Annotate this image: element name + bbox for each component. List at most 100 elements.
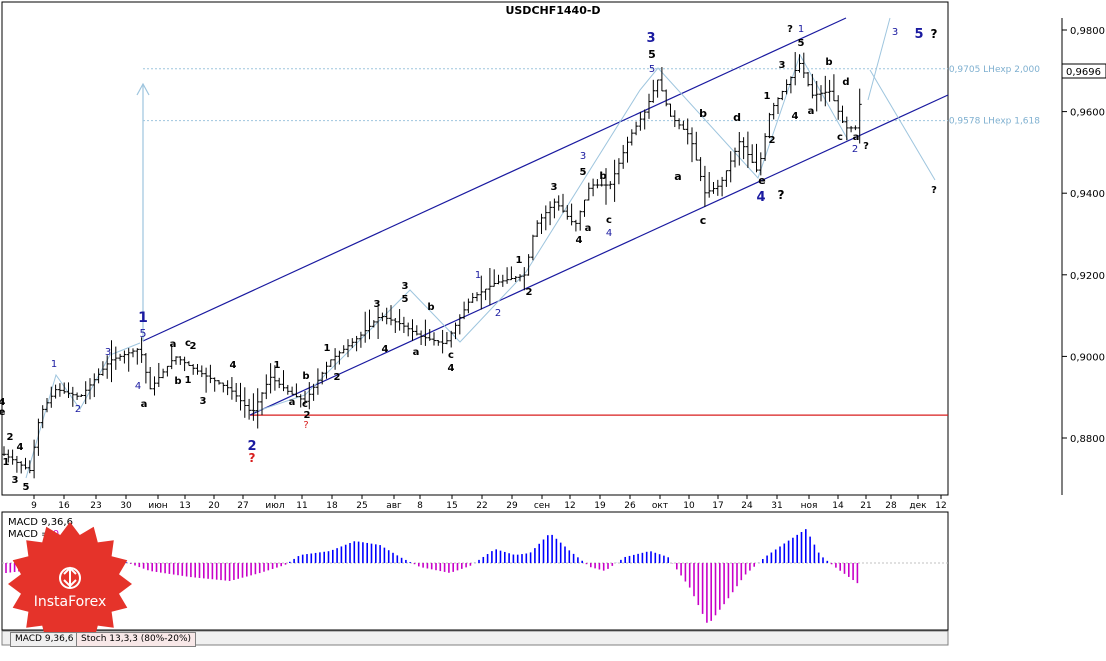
price-bar xyxy=(221,382,226,393)
wave-label-minor: 1 xyxy=(51,359,57,370)
wave-label-minor: a xyxy=(585,223,592,234)
price-axis: 0,9800 0,9600 0,9400 0,9200 0,9000 0,8800 xyxy=(1062,26,1105,445)
wave-label-minor: 2 xyxy=(190,341,197,352)
wave-label-minor: ? xyxy=(787,24,793,35)
price-bar xyxy=(788,76,793,94)
price-bar xyxy=(333,348,338,370)
price-bar xyxy=(453,322,458,340)
price-bar xyxy=(88,378,92,400)
wave-label-minor: 3 xyxy=(580,151,586,162)
price-bar xyxy=(191,364,196,375)
price-bar xyxy=(199,365,204,378)
wave-label-minor: b xyxy=(825,57,832,68)
price-bar xyxy=(733,147,737,168)
time-tick-label: 11 xyxy=(296,501,307,511)
price-bar xyxy=(427,329,432,341)
wave-label-minor: 4 xyxy=(0,397,6,408)
time-tick-label: 26 xyxy=(624,501,636,511)
price-bar xyxy=(827,79,832,102)
price-bar xyxy=(27,460,32,474)
price-tick-label: 0,9000 xyxy=(1070,352,1105,363)
price-bar xyxy=(849,125,854,133)
price-bar xyxy=(573,219,578,232)
price-bar xyxy=(595,179,600,189)
price-bar xyxy=(100,361,105,376)
price-bar xyxy=(711,181,716,194)
price-bar xyxy=(823,75,828,107)
price-bar xyxy=(840,105,845,124)
price-bar xyxy=(311,383,316,401)
wave-label: a xyxy=(674,170,681,183)
price-bar xyxy=(109,340,114,383)
price-bar xyxy=(539,213,544,234)
wave-label: 2 xyxy=(247,439,256,454)
wave-label-minor: 1 xyxy=(516,255,523,266)
price-bar xyxy=(831,74,836,102)
price-bar xyxy=(62,382,67,394)
time-tick-label: 27 xyxy=(237,501,248,511)
price-bar xyxy=(238,382,243,411)
price-bar xyxy=(625,136,630,163)
price-bar xyxy=(647,93,651,119)
instaforex-logo: InstaForex xyxy=(8,522,132,646)
price-bar xyxy=(806,72,811,87)
price-bar xyxy=(496,274,501,285)
price-bar xyxy=(672,110,677,128)
time-tick-label: сен xyxy=(534,501,550,511)
price-bar xyxy=(444,332,449,345)
wave-label: 5 xyxy=(140,327,147,340)
price-bar xyxy=(23,457,28,470)
price-bar xyxy=(819,85,823,102)
price-bar xyxy=(53,384,58,399)
price-bar xyxy=(844,116,849,141)
price-bar xyxy=(586,182,591,201)
price-bar xyxy=(642,109,647,130)
price-bar xyxy=(767,112,772,139)
time-tick-label: 24 xyxy=(741,501,753,511)
price-bar xyxy=(543,205,548,231)
price-bar xyxy=(118,353,123,361)
price-bar xyxy=(423,319,428,346)
price-bar xyxy=(513,276,518,283)
price-bar xyxy=(272,365,277,391)
tab-macd[interactable]: MACD 9,36,6 xyxy=(10,632,79,647)
price-bar xyxy=(410,319,415,341)
price-bar xyxy=(186,361,191,366)
price-tick-label: 0,9400 xyxy=(1070,189,1105,200)
price-bar xyxy=(36,418,41,456)
wave-label-minor: c xyxy=(302,399,308,410)
price-bar xyxy=(518,274,522,282)
time-tick-label: 13 xyxy=(179,501,190,511)
time-tick-label: 18 xyxy=(326,501,338,511)
price-bar xyxy=(315,368,320,395)
price-bar xyxy=(857,88,862,144)
time-tick-label: 15 xyxy=(446,501,457,511)
price-bar xyxy=(70,386,75,407)
level-label: 0,9705 LНexp 2,000 xyxy=(949,65,1040,75)
price-bar xyxy=(487,268,492,306)
wave-label-minor: 5 xyxy=(580,167,587,178)
price-tick-label: 0,9200 xyxy=(1070,271,1105,282)
wave-label: ? xyxy=(778,188,785,202)
tab-stoch[interactable]: Stoch 13,3,3 (80%-20%) xyxy=(76,632,197,647)
price-bar xyxy=(754,143,759,173)
time-tick-label: окт xyxy=(652,501,668,511)
price-bar xyxy=(371,320,376,328)
price-bar xyxy=(264,374,269,400)
price-bar xyxy=(255,388,260,429)
price-bar xyxy=(694,131,699,161)
price-tick-label: 0,9800 xyxy=(1070,26,1105,37)
wave-label-minor: 4 xyxy=(606,228,612,239)
price-bar xyxy=(591,178,596,197)
price-bar xyxy=(728,151,733,183)
price-bar xyxy=(131,348,135,358)
wave-label-minor: a xyxy=(808,106,815,117)
time-tick-label: 20 xyxy=(208,501,220,511)
price-bar xyxy=(771,102,776,120)
price-bar xyxy=(281,370,286,392)
time-tick-label: 16 xyxy=(58,501,70,511)
price-bar xyxy=(229,377,234,400)
price-bar xyxy=(707,172,712,198)
time-tick-label: 12 xyxy=(564,501,575,511)
wave-label-minor: 2 xyxy=(304,410,311,421)
